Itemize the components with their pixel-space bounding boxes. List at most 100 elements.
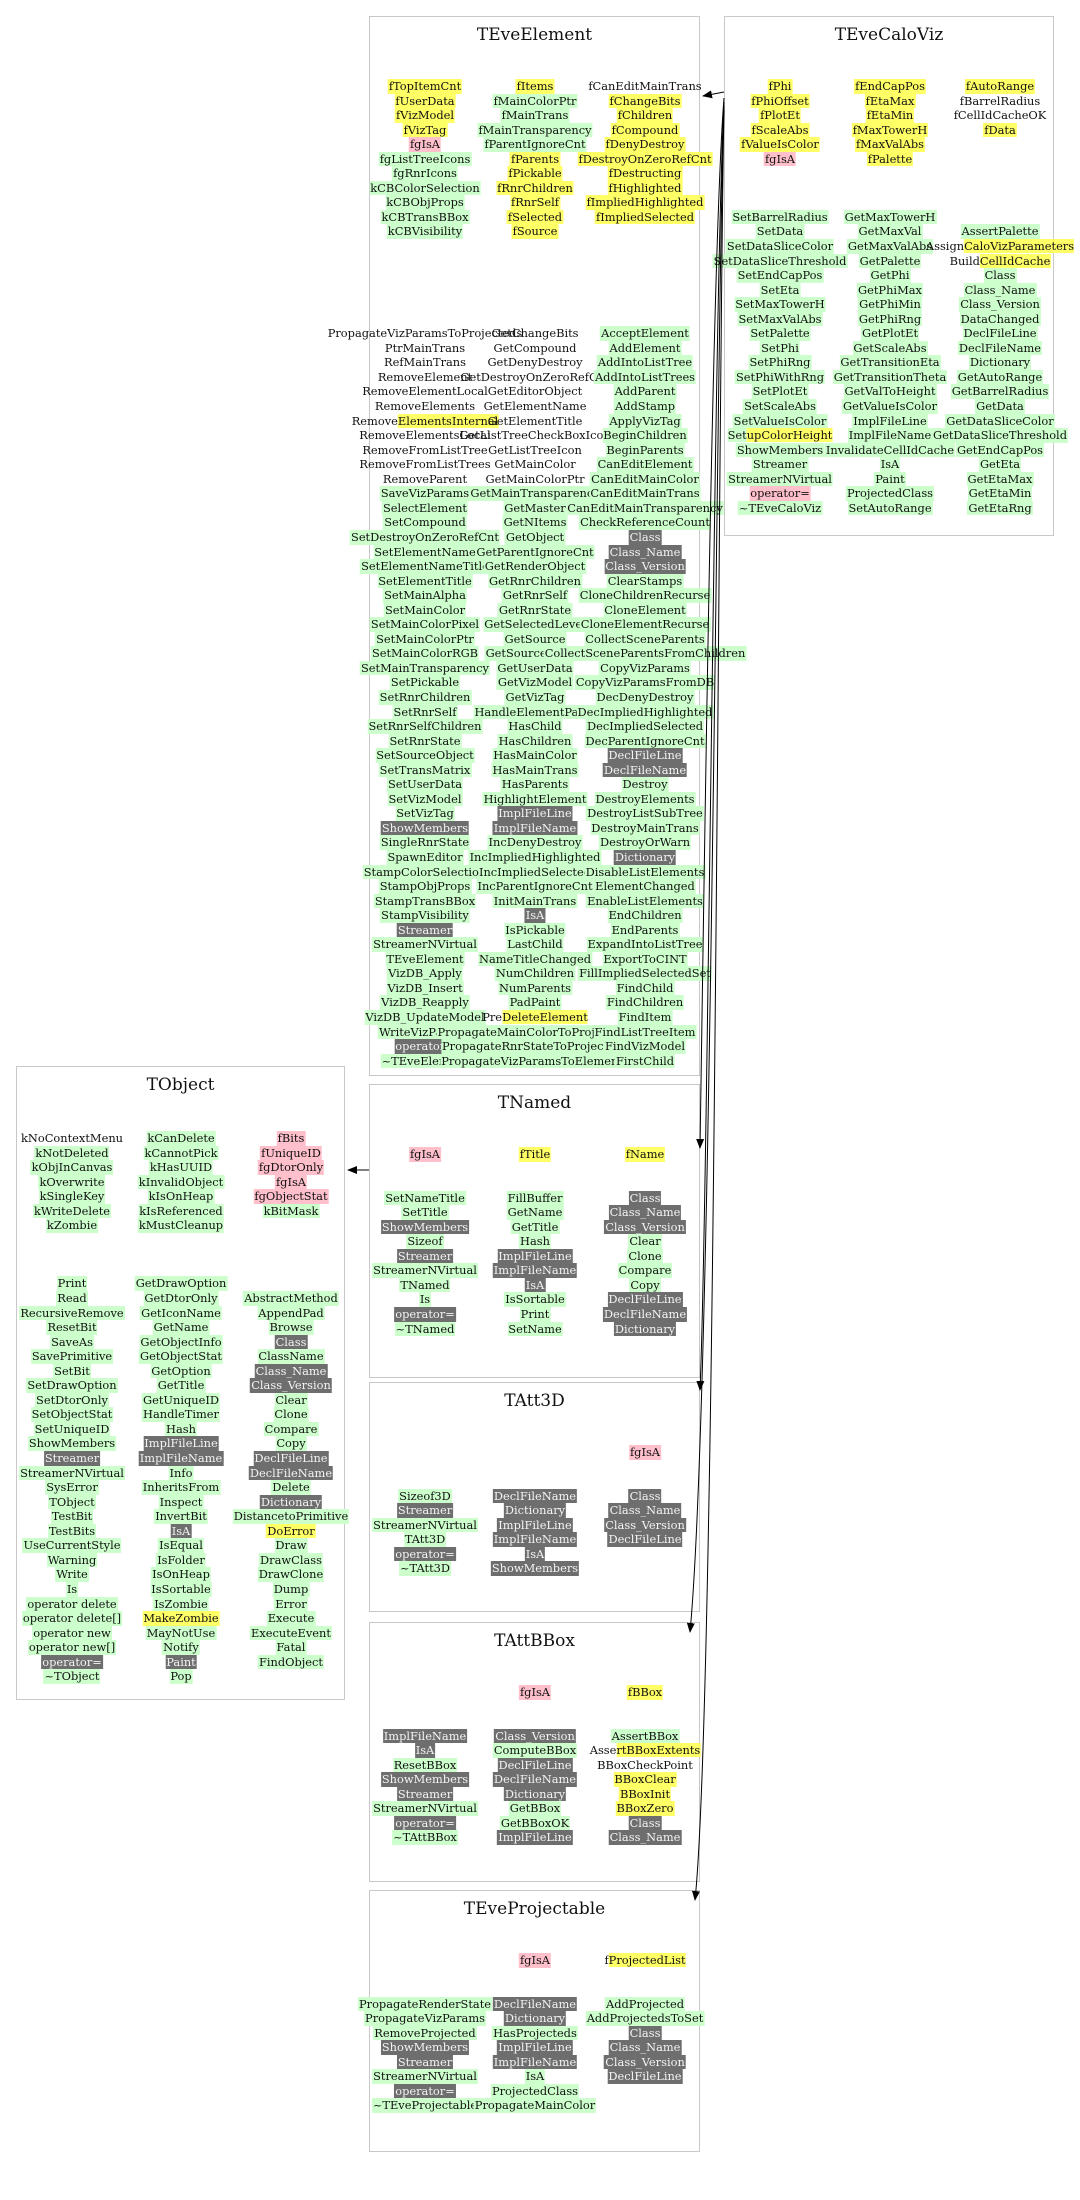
member-getmaincolor: GetMainColor <box>494 457 576 472</box>
member-kcbtransbbox: kCBTransBBox <box>380 209 470 225</box>
member-getvalueiscolor: GetValueIsColor <box>842 399 938 414</box>
member-fbarrelradius: fBarrelRadius <box>959 93 1041 108</box>
member-class-name: Class_Name <box>963 282 1037 298</box>
member-setdataslicecolor: SetDataSliceColor <box>725 239 835 254</box>
member-enablelistelements: EnableListElements <box>586 893 704 909</box>
member-getphimax: GetPhiMax <box>857 282 923 298</box>
member-kcannotpick: kCannotPick <box>143 1145 219 1161</box>
member-setdataslicethreshold: SetDataSliceThreshold <box>712 253 848 269</box>
member-addstamp: AddStamp <box>613 399 677 414</box>
member-getcompound: GetCompound <box>493 340 577 355</box>
member-column: fgIsA Class Class_Name Class_Version DeclFil… <box>604 1445 686 1547</box>
member-setmaincolorrgb: SetMainColorRGB <box>370 646 480 661</box>
member-getplotet: GetPlotEt <box>860 326 920 341</box>
member-gettitle: GetTitle <box>156 1378 206 1393</box>
member-caneditmaintransparency: CanEditMainTransparency <box>566 500 724 516</box>
member-fitems: fItems <box>515 79 555 94</box>
class-title: TEveProjectable <box>463 1899 606 1919</box>
member-savevizparams: SaveVizParams <box>379 486 471 501</box>
member-getmaxvalabs: GetMaxValAbs <box>846 239 934 254</box>
member-kcbvisibility: kCBVisibility <box>386 224 464 240</box>
member-column: fTitle FillBuffer GetName GetTitle Hash ImplF… <box>492 1147 578 1337</box>
member-declfilename: DeclFileName <box>602 1307 688 1322</box>
member-setmaxvalabs: SetMaxValAbs <box>737 311 823 327</box>
member-class-version: Class_Version <box>250 1378 332 1393</box>
member-decimpliedselected: DecImpliedSelected <box>585 719 705 734</box>
member-findchildren: FindChildren <box>605 995 685 1010</box>
member-collectsceneparentsfromchildren: CollectSceneParentsFromChildren <box>543 646 747 661</box>
member-hasmaintrans: HasMainTrans <box>491 762 579 778</box>
member-tnamed: ~TNamed <box>394 1321 456 1337</box>
member-assertbbox: AssertBBox <box>610 1728 680 1744</box>
member-predeleteelement: PreDeleteElement <box>481 1010 589 1025</box>
member-getchangebits: GetChangeBits <box>491 326 579 341</box>
member-streamer: Streamer <box>396 1786 454 1802</box>
member-isonheap: IsOnHeap <box>151 1567 211 1582</box>
member-fprojectedlist: fProjectedList <box>603 1953 686 1968</box>
member-addparent: AddParent <box>613 384 677 400</box>
member-class-version: Class_Version <box>494 1728 576 1744</box>
member-gettransitiontheta: GetTransitionTheta <box>832 369 948 385</box>
member-declfilename: DeclFileName <box>492 1996 578 2012</box>
member-fgisa: fgIsA <box>628 1445 662 1460</box>
member-setrnrstate: SetRnrState <box>388 733 462 749</box>
member-frnrchildren: fRnrChildren <box>496 180 574 196</box>
member-usecurrentstyle: UseCurrentStyle <box>22 1538 122 1553</box>
class-title: TAtt3D <box>504 1391 565 1411</box>
member-setphirng: SetPhiRng <box>748 355 812 370</box>
class-title: TEveElement <box>476 25 593 45</box>
member-fautorange: fAutoRange <box>964 79 1036 94</box>
member-class-name: Class_Name <box>608 1205 682 1220</box>
member-column: ImplFileName IsA ResetBBox ShowMembers Strea… <box>372 1685 478 1846</box>
member-expandintolisttree: ExpandIntoListTree <box>586 937 704 952</box>
member-drawclone: DrawClone <box>257 1567 325 1582</box>
member-streamernvirtual: StreamerNVirtual <box>727 471 833 487</box>
member-getphi: GetPhi <box>869 268 911 283</box>
member-fcellidcacheok: fCellIdCacheOK <box>953 108 1047 123</box>
member-setuserdata: SetUserData <box>386 777 464 792</box>
member-propagatemaincolortoprojecteds: PropagateMainColorToProjecteds <box>436 1024 634 1040</box>
member-isa: IsA <box>170 1523 192 1539</box>
member-setupcolorheight: SetupColorHeight <box>727 428 834 443</box>
member-removeprojected: RemoveProjected <box>373 2025 477 2041</box>
member-invertbit: InvertBit <box>154 1509 208 1524</box>
member-getdataslicethreshold: GetDataSliceThreshold <box>931 428 1068 443</box>
member-fmaintransparency: fMainTransparency <box>477 122 593 138</box>
member-applyviztag: ApplyVizTag <box>608 413 682 429</box>
member-declfilename: DeclFileName <box>957 340 1043 356</box>
member-operator-new: operator new[] <box>27 1640 117 1655</box>
class-box-tattbbox: TAttBBox ImplFileName IsA ResetBBox ShowMem… <box>369 1622 701 1882</box>
member-setnametitle: SetNameTitle <box>384 1190 466 1206</box>
member-column: kNoContextMenu kNotDeleted kObjInCanvas kOv… <box>19 1131 125 1684</box>
member-copyvizparamsfromdb: CopyVizParamsFromDB <box>574 675 716 690</box>
member-setdata: SetData <box>755 224 805 240</box>
member-addprojected: AddProjected <box>604 1996 686 2012</box>
member-setobjectstat: SetObjectStat <box>30 1407 114 1422</box>
member-label-segment: DeleteElement <box>502 1010 588 1024</box>
member-fetamin: fEtaMin <box>865 108 915 123</box>
member-setviztag: SetVizTag <box>395 806 455 821</box>
member-singlernrstate: SingleRnrState <box>379 835 471 850</box>
member-label-segment: BBoxCheckPoint <box>597 1757 693 1772</box>
member-getobject: GetObject <box>504 529 566 545</box>
member-getdtoronly: GetDtorOnly <box>143 1291 219 1306</box>
member-showmembers: ShowMembers <box>380 1219 470 1235</box>
member-knotdeleted: kNotDeleted <box>34 1145 110 1161</box>
member-dictionary: Dictionary <box>503 1503 567 1518</box>
member-fname: fName <box>624 1147 666 1162</box>
member-fpickable: fPickable <box>507 166 563 181</box>
member-column: fAutoRange fBarrelRadius fCellIdCacheOK fDa… <box>925 79 1075 516</box>
member-showmembers: ShowMembers <box>490 1561 580 1576</box>
member-fcompound: fCompound <box>610 122 680 138</box>
member-streamer: Streamer <box>43 1451 101 1466</box>
member-recursiveremove: RecursiveRemove <box>19 1305 125 1321</box>
member-fvizmodel: fVizModel <box>394 108 456 123</box>
member-notify: Notify <box>162 1640 200 1655</box>
member-setdrawoption: SetDrawOption <box>26 1378 118 1393</box>
member-beginchildren: BeginChildren <box>602 428 688 443</box>
member-ftopitemcnt: fTopItemCnt <box>387 79 463 94</box>
member-getnitems: GetNItems <box>502 515 568 530</box>
member-getmaxval: GetMaxVal <box>857 224 923 240</box>
member-tevecaloviz: ~TEveCaloViz <box>737 500 823 516</box>
member-delete: Delete <box>271 1480 311 1495</box>
